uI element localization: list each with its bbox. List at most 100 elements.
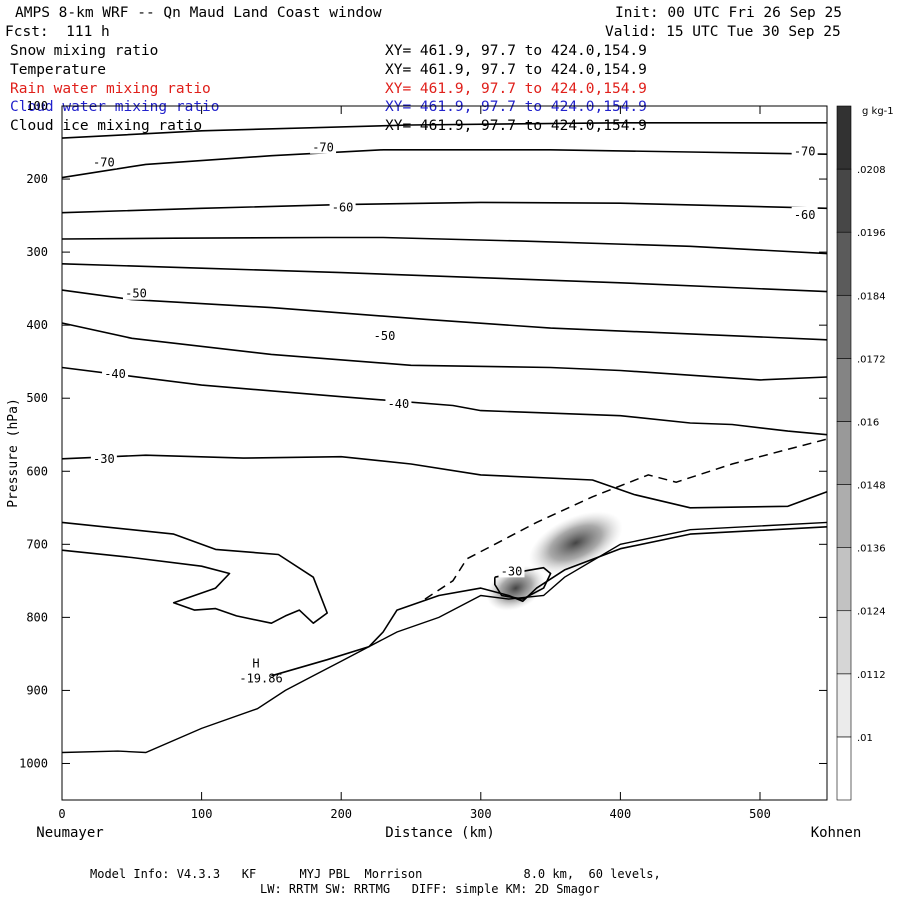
colorbar-band-7: [836, 294, 852, 359]
x-tick-label-1: 100: [191, 807, 213, 821]
model-info-line2: LW: RRTM SW: RRTMG DIFF: simple KM: 2D S…: [260, 882, 600, 896]
y-tick-label-8: 900: [26, 683, 48, 697]
field-cloudwater-name: Cloud water mixing ratio: [10, 99, 220, 115]
forecast-hour: Fcst: 111 h: [5, 24, 110, 40]
x-right-endpoint: Kohnen: [811, 825, 862, 841]
model-info-line1: Model Info: V4.3.3 KF MYJ PBL Morrison 8…: [90, 867, 661, 881]
x-axis-label: Distance (km): [385, 825, 495, 841]
colorbar-unit-text: g kg-1: [862, 106, 894, 117]
contour-label-10: -30: [501, 564, 523, 578]
isotherm-8: [61, 454, 828, 509]
isotherm-3: [61, 236, 828, 255]
colorbar-label-1: .0112: [857, 670, 886, 681]
contour-label-bg-5: [122, 285, 149, 300]
x-tick-label-0: 0: [58, 807, 65, 821]
contour-label-8: -40: [388, 397, 410, 411]
contour-label-5: -50: [125, 287, 147, 301]
contour-label-bg-0: [310, 139, 337, 154]
colorbar-label-5: .016: [857, 417, 879, 428]
y-axis-label: Pressure (hPa): [6, 398, 21, 508]
extremum-marker: H: [252, 656, 259, 670]
colorbar-band-8: [836, 231, 852, 296]
y-tick-label-6: 700: [26, 537, 48, 551]
contour-label-0: -70: [312, 141, 334, 155]
colorbar-label-4: .0148: [857, 481, 886, 492]
y-tick-label-1: 200: [26, 172, 48, 186]
colorbar-band-9: [836, 168, 852, 233]
colorbar-band-4: [836, 484, 852, 548]
colorbar-unit: g kg-1: [862, 106, 894, 117]
contour-label-7: -40: [104, 367, 126, 381]
contour-label-1: -70: [93, 155, 115, 169]
contour-label-bg-4: [791, 206, 818, 221]
contour-label-bg-2: [791, 143, 818, 158]
isotherm-11: [494, 566, 552, 600]
dashed-boundary: [424, 438, 828, 600]
x-tick-label-5: 500: [749, 807, 771, 821]
terrain-line: [61, 521, 828, 754]
colorbar-label-3: .0136: [857, 544, 886, 555]
isotherm-2: [61, 201, 828, 214]
isotherm-1: [61, 149, 828, 179]
plot-frame: [61, 105, 828, 801]
contour-label-bg-3: [329, 199, 356, 214]
isotherm-4: [61, 263, 828, 293]
x-left-endpoint: Neumayer: [36, 825, 103, 841]
y-tick-label-4: 500: [26, 391, 48, 405]
colorbar-band-3: [836, 547, 852, 612]
init-time: Init: 00 UTC Fri 26 Sep 25: [615, 5, 842, 21]
field-cloudice-xy: XY= 461.9, 97.7 to 424.0,154.9: [385, 118, 647, 134]
contour-label-bg-8: [385, 396, 412, 411]
x-tick-label-3: 300: [470, 807, 492, 821]
valid-time: Valid: 15 UTC Tue 30 Sep 25: [605, 24, 841, 40]
colorbar-label-9: .0208: [857, 165, 886, 176]
contour-label-bg-1: [90, 154, 117, 169]
y-tick-label-2: 300: [26, 245, 48, 259]
x-tick-label-2: 200: [330, 807, 352, 821]
field-temp-name: Temperature: [10, 62, 107, 78]
colorbar-band-10: [836, 105, 852, 170]
contour-label-bg-7: [102, 366, 129, 381]
contour-label-3: -60: [332, 201, 354, 215]
isotherm-9: [61, 521, 328, 624]
isotherm-6: [61, 322, 828, 381]
isotherm-0: [61, 122, 827, 139]
plot-title: AMPS 8-km WRF -- Qn Maud Land Coast wind…: [15, 5, 382, 21]
field-temp-xy: XY= 461.9, 97.7 to 424.0,154.9: [385, 62, 647, 78]
contour-label-bg-9: [90, 450, 117, 465]
colorbar-label-2: .0124: [857, 607, 886, 618]
extremum-value: -19.86: [239, 671, 282, 685]
colorbar-label-0: .01: [857, 733, 873, 744]
isotherm-5: [61, 289, 828, 341]
contour-label-9: -30: [93, 452, 115, 466]
snow-shade-0: [528, 511, 623, 575]
contour-label-6: -50: [374, 329, 396, 343]
x-tick-label-4: 400: [610, 807, 632, 821]
colorbar-band-6: [836, 358, 852, 422]
y-tick-label-0: 100: [26, 99, 48, 113]
contour-label-bg-10: [498, 563, 525, 578]
colorbar-label-8: .0196: [857, 228, 886, 239]
y-tick-label-7: 800: [26, 610, 48, 624]
y-tick-label-5: 600: [26, 464, 48, 478]
field-cloudice-name: Cloud ice mixing ratio: [10, 118, 203, 134]
contour-label-2: -70: [794, 144, 816, 158]
colorbar-band-2: [836, 610, 852, 675]
field-cloudwater-xy: XY= 461.9, 97.7 to 424.0,154.9: [385, 99, 647, 115]
isotherm-7: [61, 366, 828, 436]
contour-label-bg-6: [371, 328, 398, 343]
field-rain-name: Rain water mixing ratio: [10, 81, 211, 97]
field-snow-name: Snow mixing ratio: [10, 43, 159, 59]
colorbar-band-0: [836, 736, 852, 801]
colorbar-band-5: [836, 421, 852, 485]
y-tick-label-9: 1000: [19, 756, 48, 770]
isotherm-10: [271, 526, 828, 677]
y-tick-label-3: 400: [26, 318, 48, 332]
colorbar-band-1: [836, 673, 852, 738]
colorbar-label-7: .0184: [857, 291, 886, 302]
contour-label-4: -60: [794, 208, 816, 222]
field-rain-xy: XY= 461.9, 97.7 to 424.0,154.9: [385, 81, 647, 97]
field-snow-xy: XY= 461.9, 97.7 to 424.0,154.9: [385, 43, 647, 59]
colorbar-label-6: .0172: [857, 354, 886, 365]
